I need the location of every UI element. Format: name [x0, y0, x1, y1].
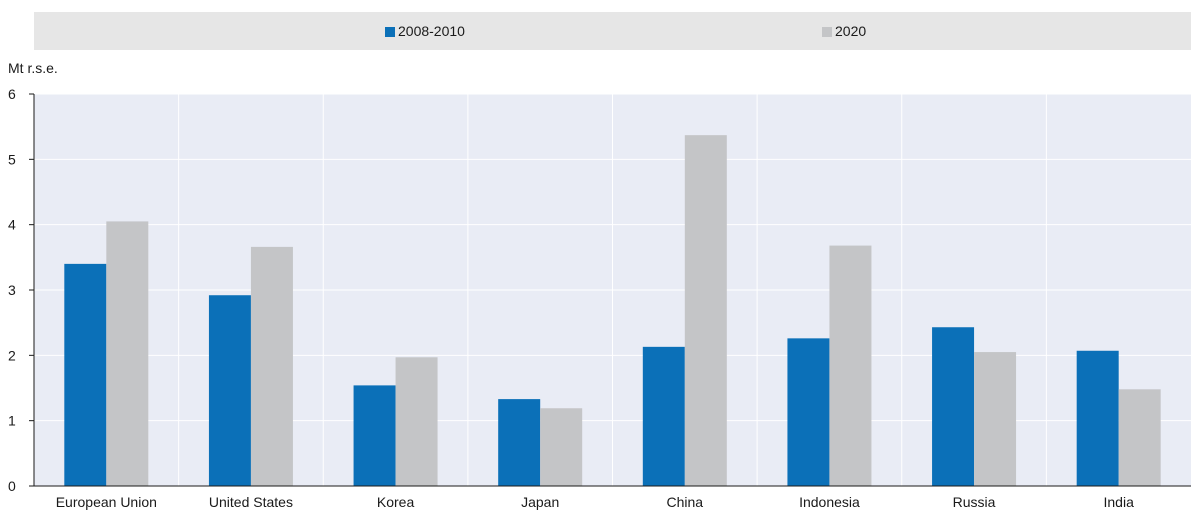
bar-2008-2010-united-states	[208, 295, 251, 486]
y-axis-unit-label: Mt r.s.e.	[8, 60, 58, 76]
bar-2020-korea	[395, 357, 438, 486]
x-tick-label: China	[667, 494, 704, 510]
x-tick-label: European Union	[56, 494, 157, 510]
bar-2020-european-union	[106, 221, 149, 486]
x-tick-label: Indonesia	[799, 494, 860, 510]
bar-2020-china	[684, 135, 727, 486]
x-tick-label: Japan	[521, 494, 559, 510]
legend-swatch-2008-2010	[385, 27, 395, 37]
legend: 2008-2010 2020	[34, 12, 1191, 50]
bar-2020-indonesia	[829, 245, 872, 486]
y-tick-label: 4	[8, 217, 16, 233]
y-tick-label: 1	[8, 413, 16, 429]
bar-2008-2010-india	[1076, 350, 1119, 486]
y-tick-label: 3	[8, 282, 16, 298]
bar-2008-2010-china	[642, 346, 685, 486]
y-tick-label: 2	[8, 347, 16, 363]
legend-label-2020: 2020	[835, 23, 867, 39]
bar-2020-japan	[540, 408, 583, 486]
legend-item-2008-2010: 2008-2010	[385, 23, 465, 39]
bar-2008-2010-russia	[932, 327, 975, 486]
bar-2008-2010-european-union	[64, 263, 107, 486]
y-tick-label: 0	[8, 478, 16, 494]
legend-label-2008-2010: 2008-2010	[398, 23, 465, 39]
bar-2008-2010-japan	[498, 399, 541, 486]
legend-swatch-2020	[822, 27, 832, 37]
x-tick-label: Russia	[953, 494, 996, 510]
x-tick-label: United States	[209, 494, 293, 510]
bar-2020-india	[1118, 389, 1161, 486]
legend-item-2020: 2020	[822, 23, 866, 39]
x-tick-label: Korea	[377, 494, 415, 510]
bar-2020-united-states	[250, 246, 293, 486]
y-tick-label: 6	[8, 86, 16, 102]
x-tick-label: India	[1104, 494, 1135, 510]
bar-2008-2010-indonesia	[787, 338, 830, 486]
y-tick-label: 5	[8, 151, 16, 167]
bar-2020-russia	[974, 352, 1017, 486]
bar-2008-2010-korea	[353, 385, 396, 486]
